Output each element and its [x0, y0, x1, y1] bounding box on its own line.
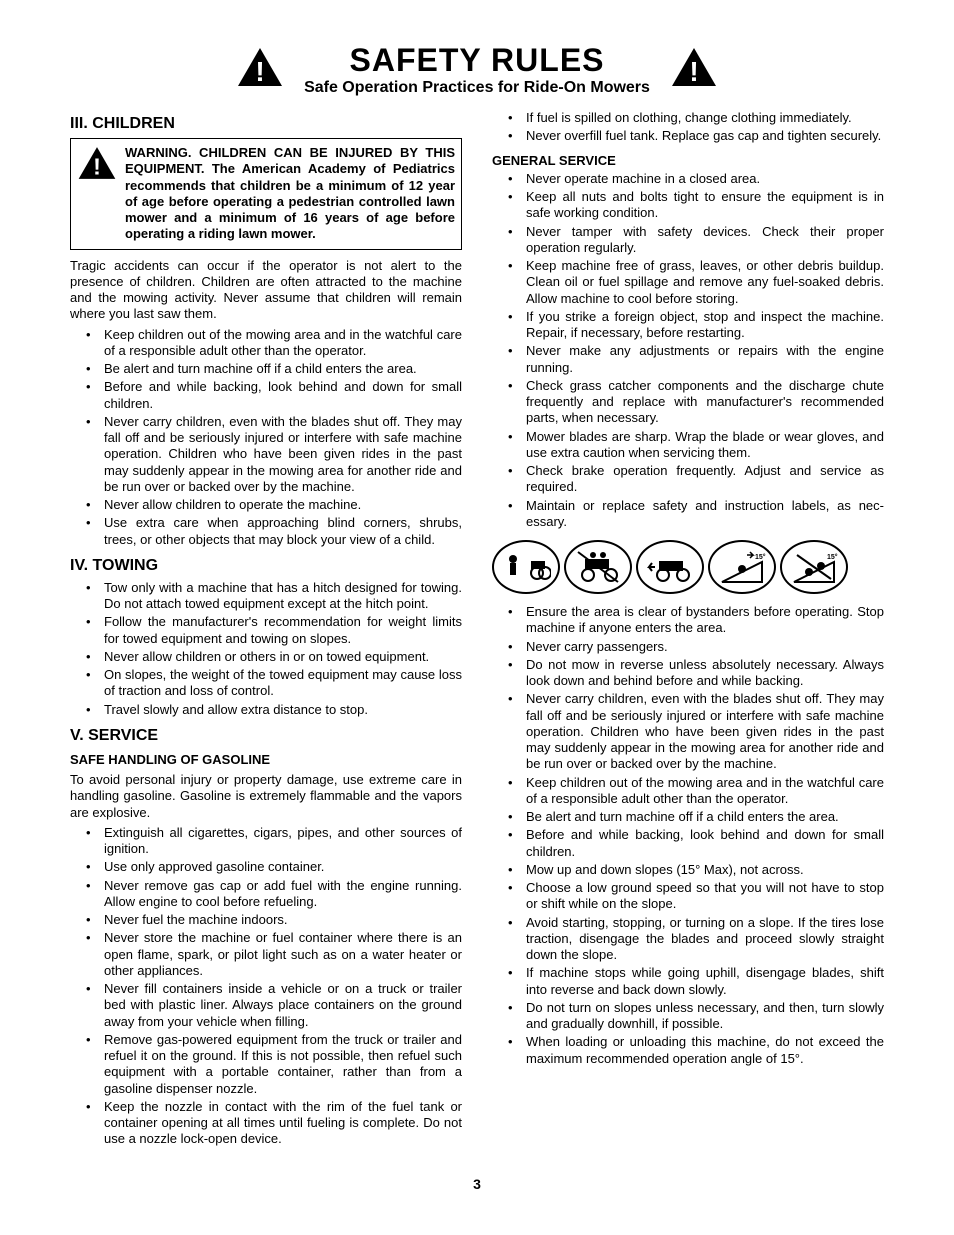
list-item: Keep machine free of grass, leaves, or o…	[492, 258, 884, 307]
warning-icon: !	[77, 145, 117, 185]
list-item: Check grass catcher components and the d…	[492, 378, 884, 427]
pictogram-reverse	[636, 540, 704, 594]
general-service-heading: GENERAL SERVICE	[492, 153, 884, 169]
right-column: If fuel is spilled on clothing, change c…	[492, 108, 884, 1156]
list-item: Use extra care when approaching blind co…	[70, 515, 462, 548]
list-item: Never carry children, even with the blad…	[492, 691, 884, 772]
list-item: Tow only with a machine that has a hitch…	[70, 580, 462, 613]
list-item: Do not turn on slopes unless necessary, …	[492, 1000, 884, 1033]
page-header: ! SAFETY RULES Safe Operation Practices …	[70, 40, 884, 98]
page-number: 3	[70, 1176, 884, 1194]
list-item: Never fill containers inside a vehicle o…	[70, 981, 462, 1030]
list-item: Check brake operation frequently. Adjust…	[492, 463, 884, 496]
list-item: Never make any adjustments or repairs wi…	[492, 343, 884, 376]
svg-text:15°: 15°	[755, 553, 766, 561]
general-service-list: Never operate machine in a closed area. K…	[492, 171, 884, 530]
subtitle: Safe Operation Practices for Ride-On Mow…	[304, 78, 650, 98]
gasoline-subheading: SAFE HANDLING OF GASOLINE	[70, 752, 462, 768]
list-item: Avoid starting, stopping, or turning on …	[492, 915, 884, 964]
list-item: Never overfill fuel tank. Replace gas ca…	[492, 128, 884, 144]
section-children-heading: III. CHILDREN	[70, 114, 462, 134]
list-item: Never carry children, even with the blad…	[70, 414, 462, 495]
list-item: Choose a low ground speed so that you wi…	[492, 880, 884, 913]
list-item: Be alert and turn machine off if a child…	[70, 361, 462, 377]
content-columns: III. CHILDREN ! WARNING. CHILDREN CAN BE…	[70, 108, 884, 1156]
list-item: Keep the nozzle in contact with the rim …	[70, 1099, 462, 1148]
list-item: Never store the machine or fuel containe…	[70, 930, 462, 979]
pictogram-bystander	[492, 540, 560, 594]
list-item: When loading or unloading this machine, …	[492, 1034, 884, 1067]
svg-text:!: !	[255, 56, 264, 87]
list-item: Mow up and down slopes (15° Max), not ac…	[492, 862, 884, 878]
pictogram-slope-across: 15°	[780, 540, 848, 594]
pictogram-row: 15° 15°	[492, 540, 884, 594]
children-para: Tragic accidents can occur if the operat…	[70, 258, 462, 323]
svg-text:!: !	[93, 154, 101, 180]
list-item: Travel slowly and allow extra distance t…	[70, 702, 462, 718]
warning-text: WARNING. CHILDREN CAN BE INJURED BY THIS…	[125, 145, 455, 243]
list-item: If you strike a foreign object, stop and…	[492, 309, 884, 342]
gasoline-list: Extinguish all cigarettes, cigars, pipes…	[70, 825, 462, 1148]
gasoline-para: To avoid personal injury or property dam…	[70, 772, 462, 821]
list-item: Never allow children to operate the mach…	[70, 497, 462, 513]
list-item: Ensure the area is clear of bystanders b…	[492, 604, 884, 637]
warning-icon-right: !	[670, 46, 718, 92]
towing-list: Tow only with a machine that has a hitch…	[70, 580, 462, 718]
list-item: Never allow children or others in or on …	[70, 649, 462, 665]
list-item: Mower blades are sharp. Wrap the blade o…	[492, 429, 884, 462]
list-item: Never remove gas cap or add fuel with th…	[70, 878, 462, 911]
main-title: SAFETY RULES	[304, 40, 650, 80]
section-towing-heading: IV. TOWING	[70, 556, 462, 576]
list-item: Before and while backing, look behind an…	[70, 379, 462, 412]
list-item: Before and while backing, look behind an…	[492, 827, 884, 860]
children-warning-box: ! WARNING. CHILDREN CAN BE INJURED BY TH…	[70, 138, 462, 250]
svg-text:15°: 15°	[827, 553, 838, 561]
list-item: Do not mow in reverse unless absolutely …	[492, 657, 884, 690]
list-item: Never operate machine in a closed area.	[492, 171, 884, 187]
pictogram-no-passenger	[564, 540, 632, 594]
children-list: Keep children out of the mowing area and…	[70, 327, 462, 548]
svg-text:!: !	[689, 56, 698, 87]
list-item: Keep children out of the mowing area and…	[492, 775, 884, 808]
list-item: Never carry passengers.	[492, 639, 884, 655]
list-item: Never tamper with safety devices. Check …	[492, 224, 884, 257]
section-service-heading: V. SERVICE	[70, 726, 462, 746]
pictogram-slope-up: 15°	[708, 540, 776, 594]
list-item: On slopes, the weight of the towed equip…	[70, 667, 462, 700]
list-item: Use only approved gasoline container.	[70, 859, 462, 875]
fuel-continued-list: If fuel is spilled on clothing, change c…	[492, 110, 884, 145]
list-item: Follow the manufacturer's recommendation…	[70, 614, 462, 647]
operation-safety-list: Ensure the area is clear of bystanders b…	[492, 604, 884, 1067]
left-column: III. CHILDREN ! WARNING. CHILDREN CAN BE…	[70, 108, 462, 1156]
list-item: Extinguish all cigarettes, cigars, pipes…	[70, 825, 462, 858]
list-item: Never fuel the machine indoors.	[70, 912, 462, 928]
list-item: If fuel is spilled on clothing, change c…	[492, 110, 884, 126]
list-item: Keep all nuts and bolts tight to ensure …	[492, 189, 884, 222]
list-item: Remove gas-powered equipment from the tr…	[70, 1032, 462, 1097]
list-item: If machine stops while going uphill, dis…	[492, 965, 884, 998]
warning-icon-left: !	[236, 46, 284, 92]
list-item: Maintain or replace safety and instructi…	[492, 498, 884, 531]
list-item: Be alert and turn machine off if a child…	[492, 809, 884, 825]
list-item: Keep children out of the mowing area and…	[70, 327, 462, 360]
